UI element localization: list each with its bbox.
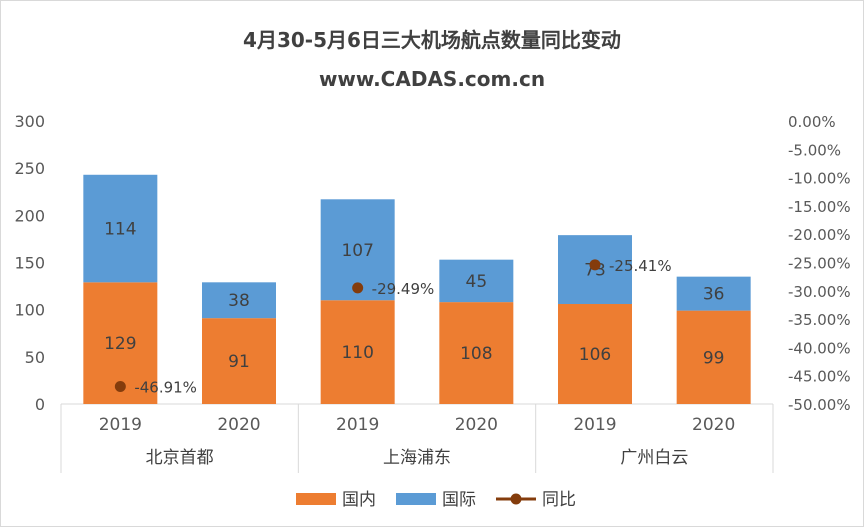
y-left-tick-label: 150 — [14, 254, 45, 273]
y-right-tick-label: -45.00% — [788, 368, 851, 386]
yoy-data-label: -29.49% — [372, 280, 435, 298]
data-label-domestic: 106 — [579, 345, 611, 365]
bar-domestic — [558, 304, 632, 404]
y-left-tick-label: 0 — [35, 395, 45, 414]
legend-label: 国际 — [442, 490, 476, 510]
y-right-tick-label: -20.00% — [788, 226, 851, 244]
y-left-tick-label: 100 — [14, 301, 45, 320]
x-tick-label-year: 2019 — [573, 415, 616, 435]
legend-swatch — [296, 493, 336, 505]
data-label-international: 36 — [703, 285, 725, 305]
y-right-tick-label: -15.00% — [788, 198, 851, 216]
legend-label: 国内 — [342, 490, 376, 510]
x-tick-label-year: 2019 — [99, 415, 142, 435]
x-group-label: 上海浦东 — [383, 448, 451, 468]
data-label-international: 114 — [104, 220, 136, 240]
x-tick-label-year: 2019 — [336, 415, 379, 435]
data-label-domestic: 110 — [341, 343, 373, 363]
x-tick-label-year: 2020 — [217, 415, 260, 435]
x-tick-label-year: 2020 — [692, 415, 735, 435]
bar-international — [83, 174, 158, 283]
y-right-tick-label: -25.00% — [788, 255, 851, 273]
x-group-label: 广州白云 — [620, 448, 688, 468]
bar-domestic — [320, 300, 395, 404]
chart-subtitle: www.CADAS.com.cn — [319, 67, 545, 91]
bar-domestic — [439, 302, 514, 404]
y-right-tick-label: -35.00% — [788, 311, 851, 329]
y-left-tick-label: 50 — [25, 348, 45, 367]
data-label-international: 45 — [466, 272, 488, 292]
data-label-international: 107 — [341, 241, 373, 261]
yoy-marker — [589, 259, 601, 271]
y-right-tick-label: -10.00% — [788, 170, 851, 188]
y-right-tick-label: -40.00% — [788, 339, 851, 357]
bar-domestic — [676, 310, 751, 404]
y-right-tick-label: -5.00% — [788, 141, 841, 159]
x-group-label: 北京首都 — [146, 448, 214, 468]
yoy-marker — [352, 282, 364, 294]
legend-marker — [510, 493, 522, 505]
bar-international — [202, 282, 276, 319]
y-right-tick-label: 0.00% — [788, 113, 836, 131]
data-label-international: 38 — [228, 291, 250, 311]
yoy-data-label: -46.91% — [134, 379, 197, 397]
y-left-tick-label: 250 — [14, 159, 45, 178]
data-label-domestic: 91 — [228, 352, 250, 372]
data-label-domestic: 129 — [104, 334, 136, 354]
y-left-tick-label: 300 — [14, 112, 45, 131]
data-label-domestic: 108 — [460, 344, 492, 364]
y-right-tick-label: -50.00% — [788, 396, 851, 414]
y-left-tick-label: 200 — [14, 206, 45, 225]
bar-international — [676, 276, 751, 311]
yoy-marker — [114, 381, 126, 393]
chart-title: 4月30-5月6日三大机场航点数量同比变动 — [243, 28, 621, 52]
bar-domestic — [202, 318, 276, 404]
y-right-tick-label: -30.00% — [788, 283, 851, 301]
yoy-data-label: -25.41% — [609, 257, 672, 275]
legend-swatch — [396, 493, 436, 505]
data-label-domestic: 99 — [703, 348, 725, 368]
x-tick-label-year: 2020 — [455, 415, 498, 435]
legend-label: 同比 — [542, 490, 576, 510]
bar-international — [439, 259, 514, 303]
